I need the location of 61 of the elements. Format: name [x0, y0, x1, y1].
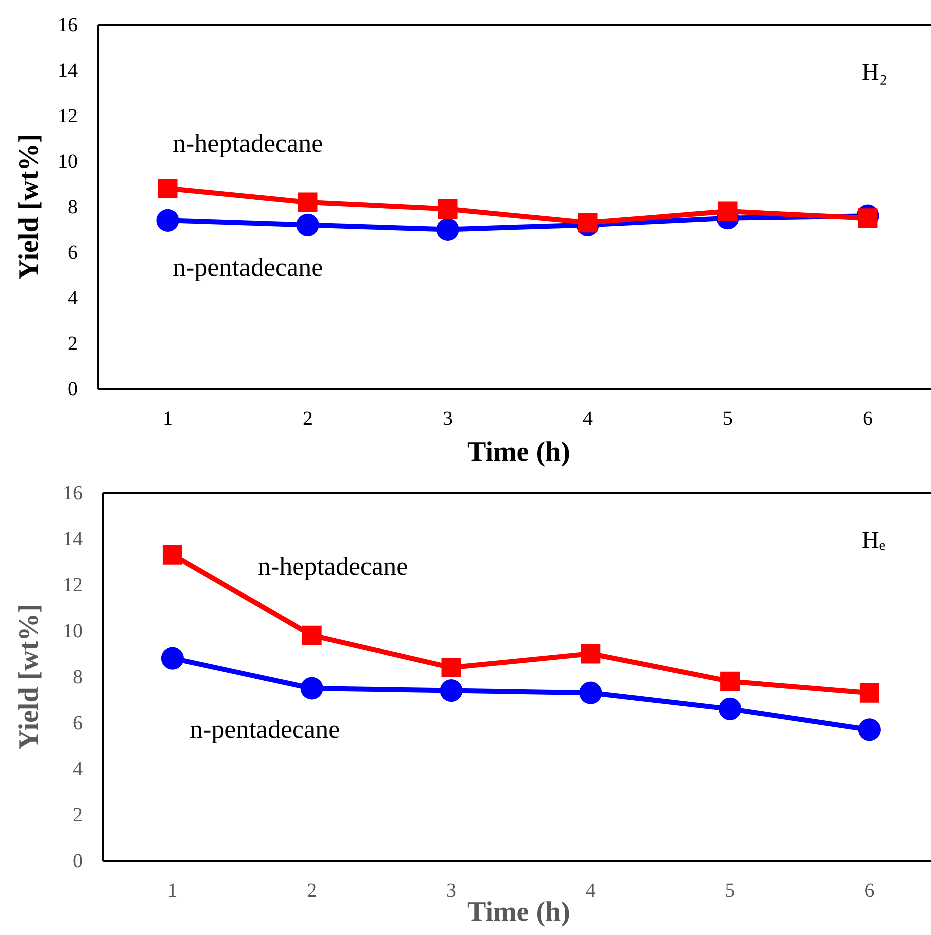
point [858, 718, 881, 742]
point [300, 677, 324, 700]
x-tick-label: 1 [163, 408, 173, 430]
y-tick-label: 16 [58, 14, 78, 36]
y-tick-label: 4 [73, 758, 83, 780]
y-tick-label: 4 [68, 287, 78, 310]
point [442, 658, 462, 678]
point [578, 213, 598, 233]
x-tick-label: 2 [307, 880, 318, 902]
x-tick-label: 5 [723, 408, 733, 430]
y-tick-label: 6 [73, 712, 83, 734]
point [156, 209, 180, 232]
y-tick-label: 10 [58, 150, 78, 173]
point [719, 698, 742, 720]
y-tick-label: 12 [63, 574, 83, 596]
y-tick-label: 2 [68, 332, 78, 355]
series-label: n-pentadecane [190, 715, 340, 744]
y-tick-label: 0 [73, 850, 83, 872]
y-tick-label: 16 [63, 482, 83, 504]
series-label: n-pentadecane [173, 253, 324, 282]
series-label: n-heptadecane [173, 129, 324, 158]
point [440, 680, 463, 702]
y-tick-label: 2 [73, 804, 83, 826]
point [436, 218, 460, 242]
point [162, 545, 182, 565]
x-tick-label: 3 [443, 408, 453, 430]
point [296, 214, 320, 236]
point [161, 647, 184, 670]
annotation: Hₑ [862, 528, 886, 554]
point [438, 200, 458, 220]
x-tick-label: 6 [863, 408, 873, 430]
x-tick-label: 6 [864, 880, 875, 902]
x-axis-title: Time (h) [468, 897, 570, 928]
point [718, 202, 738, 222]
point [298, 192, 318, 212]
x-tick-label: 3 [446, 880, 456, 902]
y-tick-label: 0 [68, 378, 78, 400]
point [580, 682, 602, 704]
point [720, 672, 740, 692]
y-tick-label: 8 [68, 196, 78, 218]
point [581, 644, 601, 664]
y-axis-title: Yield [wt%] [14, 604, 45, 750]
point [302, 626, 322, 646]
x-tick-label: 2 [303, 408, 313, 430]
x-tick-label: 1 [168, 880, 178, 902]
y-tick-label: 12 [58, 105, 78, 128]
annotation: H₂ [862, 60, 888, 86]
x-tick-label: 5 [725, 880, 736, 902]
point [158, 179, 178, 199]
point [860, 683, 880, 703]
x-tick-label: 4 [583, 408, 593, 430]
series-label: n-heptadecane [258, 552, 408, 581]
y-tick-label: 8 [73, 666, 83, 688]
y-axis-title: Yield [wt%] [14, 134, 45, 280]
y-tick-label: 14 [63, 528, 83, 550]
y-tick-label: 6 [68, 242, 78, 264]
x-tick-label: 4 [586, 880, 596, 902]
x-axis-title: Time (h) [468, 437, 570, 468]
point [858, 208, 878, 228]
y-tick-label: 10 [63, 620, 83, 642]
y-tick-label: 14 [58, 60, 78, 82]
